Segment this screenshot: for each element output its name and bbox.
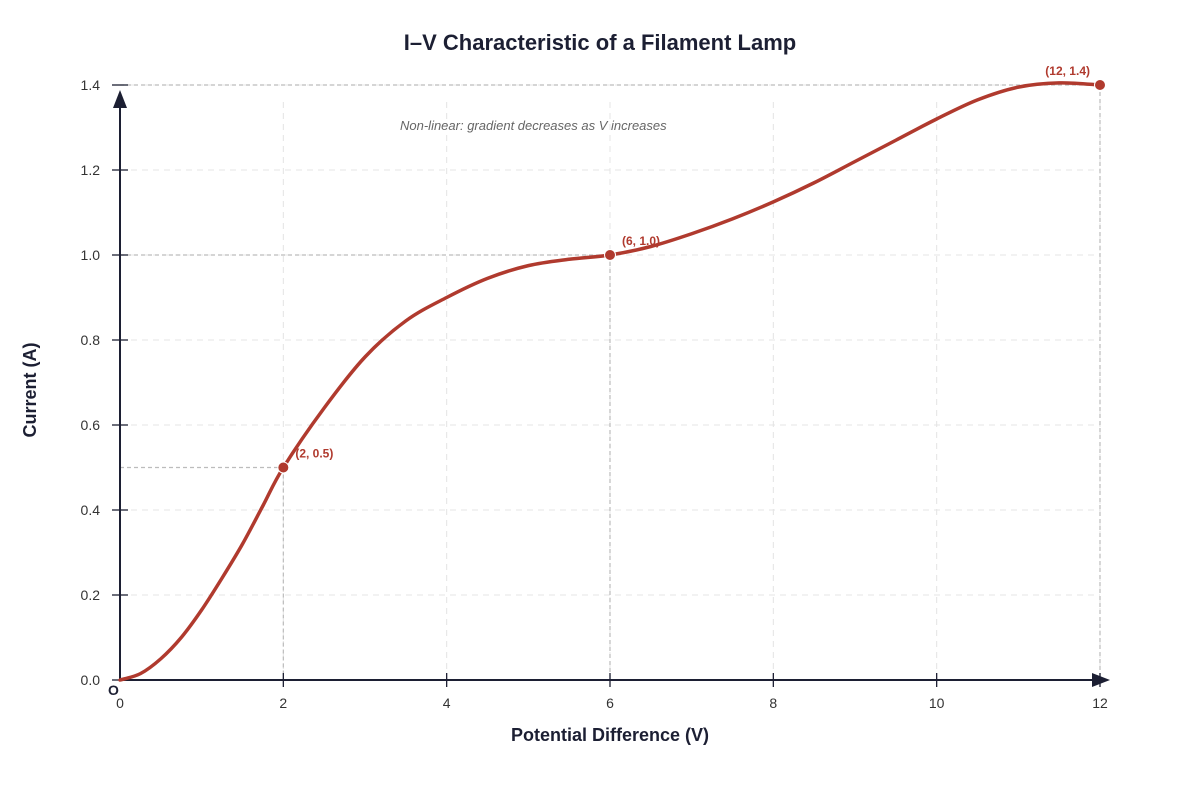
y-tick-label: 0.0 — [81, 672, 101, 688]
y-tick-label: 0.8 — [81, 332, 101, 348]
data-point-label: (12, 1.4) — [1045, 64, 1090, 78]
y-tick-label: 1.2 — [81, 162, 101, 178]
data-point-marker — [1094, 79, 1106, 91]
y-tick-label: 0.6 — [81, 417, 101, 433]
x-tick-label: 4 — [443, 695, 451, 711]
data-point-label: (6, 1.0) — [622, 234, 660, 248]
chart-annotation: Non-linear: gradient decreases as V incr… — [400, 118, 667, 133]
iv-curve — [118, 81, 1102, 682]
y-tick-label: 0.2 — [81, 587, 101, 603]
x-axis-label: Potential Difference (V) — [511, 725, 709, 745]
x-tick-label: 2 — [279, 695, 287, 711]
data-point-label: (2, 0.5) — [295, 447, 333, 461]
x-tick-label: 10 — [929, 695, 945, 711]
y-tick-label: 0.4 — [81, 502, 101, 518]
origin-label: O — [108, 682, 119, 698]
y-axis-label: Current (A) — [20, 343, 40, 438]
y-axis-arrow — [113, 90, 127, 108]
chart-title: I–V Characteristic of a Filament Lamp — [404, 30, 796, 55]
data-point-marker — [277, 461, 290, 474]
y-tick-label: 1.0 — [81, 247, 101, 263]
x-axis-arrow — [1092, 673, 1110, 687]
x-tick-label: 12 — [1092, 695, 1108, 711]
data-point-marker — [604, 249, 616, 261]
x-tick-label: 0 — [116, 695, 124, 711]
y-tick-label: 1.4 — [81, 77, 101, 93]
x-tick-label: 8 — [769, 695, 777, 711]
x-tick-label: 6 — [606, 695, 614, 711]
